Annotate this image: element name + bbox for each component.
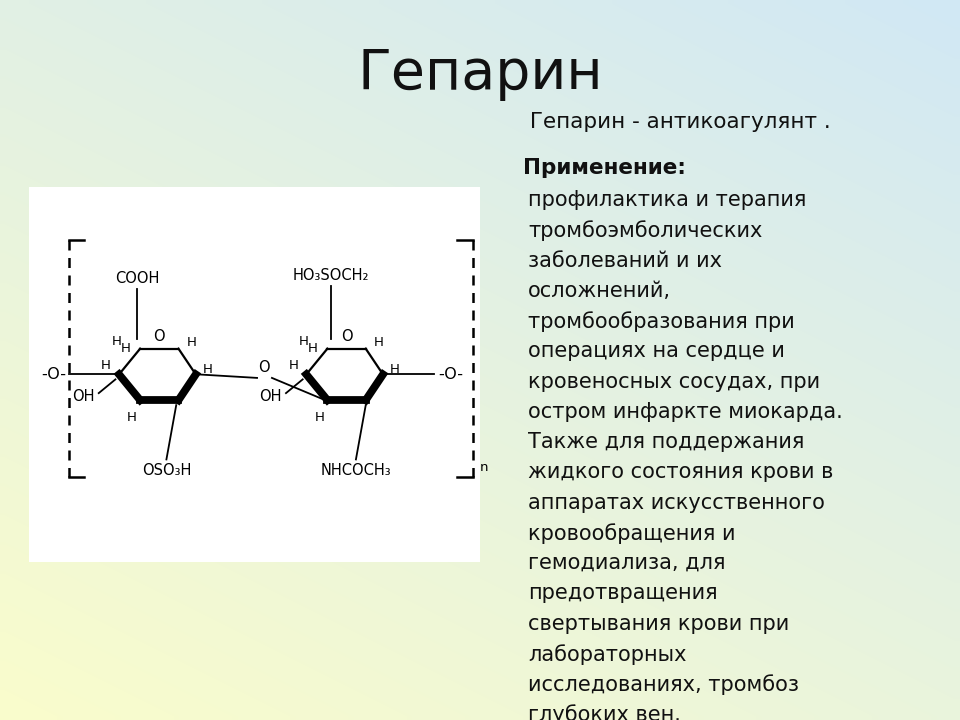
Text: H: H (127, 411, 137, 424)
Text: NHCOCH₃: NHCOCH₃ (321, 462, 392, 477)
Text: заболеваний и их: заболеваний и их (528, 251, 722, 271)
Text: глубоких вен.: глубоких вен. (528, 704, 681, 720)
Text: COOH: COOH (115, 271, 159, 287)
Text: кровеносных сосудах, при: кровеносных сосудах, при (528, 372, 820, 392)
Text: Гепарин - антикоагулянт .: Гепарин - антикоагулянт . (523, 112, 831, 132)
Text: H: H (186, 336, 197, 349)
Text: OH: OH (72, 389, 94, 404)
Text: Применение:: Применение: (523, 158, 686, 179)
Text: гемодиализа, для: гемодиализа, для (528, 553, 726, 573)
Text: свертывания крови при: свертывания крови при (528, 613, 789, 634)
Text: OH: OH (259, 389, 281, 404)
Text: H: H (101, 359, 111, 372)
Text: операциях на сердце и: операциях на сердце и (528, 341, 785, 361)
Text: лабораторных: лабораторных (528, 644, 686, 665)
Text: -O-: -O- (41, 367, 66, 382)
Text: H: H (112, 336, 122, 348)
Text: H: H (373, 336, 384, 349)
Text: Также для поддержания: Также для поддержания (528, 432, 804, 452)
Text: аппаратах искусственного: аппаратах искусственного (528, 492, 825, 513)
Text: OSO₃H: OSO₃H (142, 462, 191, 477)
Text: O: O (341, 328, 352, 343)
Text: H: H (300, 336, 309, 348)
Text: H: H (390, 363, 399, 376)
Text: осложнений,: осложнений, (528, 281, 671, 301)
Bar (29, 187, 480, 562)
Text: n: n (480, 462, 489, 474)
Text: остром инфаркте миокарда.: остром инфаркте миокарда. (528, 402, 843, 422)
Text: O: O (258, 360, 270, 375)
Text: жидкого состояния крови в: жидкого состояния крови в (528, 462, 833, 482)
Text: предотвращения: предотвращения (528, 583, 718, 603)
Text: кровообращения и: кровообращения и (528, 523, 735, 544)
Text: тромбообразования при: тромбообразования при (528, 311, 795, 332)
Text: H: H (120, 342, 131, 355)
Text: тромбоэмболических: тромбоэмболических (528, 220, 762, 241)
Text: H: H (288, 359, 299, 372)
Text: H: H (307, 342, 318, 355)
Text: профилактика и терапия: профилактика и терапия (528, 190, 806, 210)
Text: Гепарин: Гепарин (357, 47, 603, 101)
Text: O: O (154, 328, 165, 343)
Text: H: H (314, 411, 324, 424)
Text: -O-: -O- (438, 367, 463, 382)
Text: H: H (203, 363, 212, 376)
Text: исследованиях, тромбоз: исследованиях, тромбоз (528, 674, 799, 695)
Text: HO₃SOCH₂: HO₃SOCH₂ (293, 268, 370, 283)
